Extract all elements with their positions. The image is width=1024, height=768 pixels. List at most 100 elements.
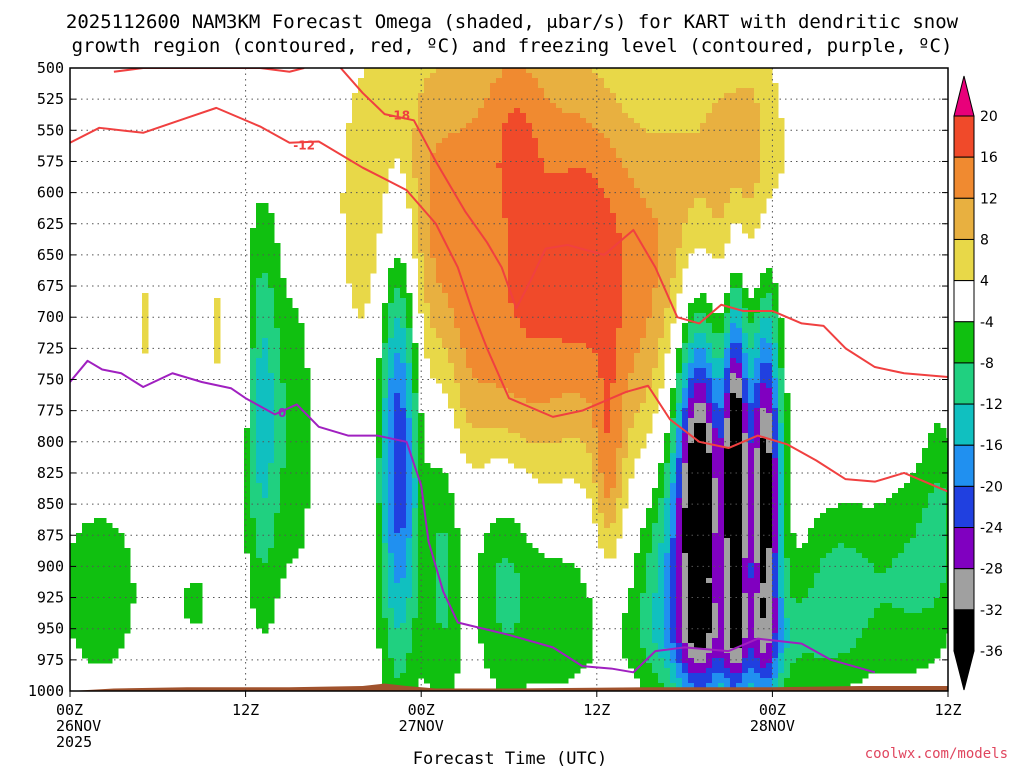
omega-cell bbox=[478, 298, 485, 304]
omega-cell bbox=[496, 273, 503, 279]
omega-cell bbox=[538, 368, 545, 374]
omega-cell bbox=[706, 383, 713, 389]
omega-cell bbox=[484, 368, 491, 374]
omega-cell bbox=[358, 248, 365, 254]
omega-cell bbox=[358, 143, 365, 149]
omega-cell bbox=[346, 208, 353, 214]
omega-cell bbox=[574, 183, 581, 189]
omega-cell bbox=[436, 68, 443, 74]
omega-cell bbox=[736, 188, 743, 194]
omega-cell bbox=[454, 83, 461, 89]
omega-cell bbox=[280, 313, 287, 319]
omega-cell bbox=[352, 193, 359, 199]
omega-cell bbox=[484, 173, 491, 179]
omega-cell bbox=[370, 158, 377, 164]
omega-cell bbox=[568, 198, 575, 204]
omega-cell bbox=[580, 183, 587, 189]
omega-cell bbox=[412, 163, 419, 169]
omega-cell bbox=[256, 328, 263, 334]
omega-cell bbox=[778, 423, 785, 429]
omega-cell bbox=[580, 253, 587, 259]
omega-cell bbox=[694, 343, 701, 349]
omega-cell bbox=[670, 268, 677, 274]
omega-cell bbox=[256, 228, 263, 234]
omega-cell bbox=[424, 183, 431, 189]
omega-cell bbox=[664, 233, 671, 239]
omega-cell bbox=[436, 138, 443, 144]
omega-cell bbox=[280, 413, 287, 419]
omega-cell bbox=[538, 178, 545, 184]
omega-cell bbox=[556, 283, 563, 289]
omega-cell bbox=[400, 148, 407, 154]
omega-cell bbox=[628, 133, 635, 139]
omega-cell bbox=[526, 378, 533, 384]
omega-cell bbox=[478, 328, 485, 334]
omega-cell bbox=[460, 323, 467, 329]
omega-cell bbox=[514, 393, 521, 399]
omega-cell bbox=[478, 113, 485, 119]
omega-cell bbox=[598, 218, 605, 224]
omega-cell bbox=[472, 323, 479, 329]
omega-cell bbox=[670, 263, 677, 269]
omega-cell bbox=[394, 263, 401, 269]
omega-cell bbox=[550, 423, 557, 429]
omega-cell bbox=[478, 398, 485, 404]
omega-cell bbox=[406, 378, 413, 384]
omega-cell bbox=[496, 93, 503, 99]
omega-cell bbox=[484, 378, 491, 384]
omega-cell bbox=[742, 423, 749, 429]
omega-cell bbox=[346, 248, 353, 254]
omega-cell bbox=[382, 93, 389, 99]
omega-cell bbox=[256, 378, 263, 384]
omega-cell bbox=[382, 98, 389, 104]
omega-cell bbox=[568, 298, 575, 304]
omega-cell bbox=[712, 423, 719, 429]
omega-cell bbox=[676, 143, 683, 149]
omega-cell bbox=[406, 393, 413, 399]
omega-cell bbox=[526, 268, 533, 274]
omega-cell bbox=[580, 318, 587, 324]
omega-cell bbox=[472, 358, 479, 364]
omega-cell bbox=[370, 98, 377, 104]
omega-cell bbox=[454, 163, 461, 169]
omega-cell bbox=[724, 133, 731, 139]
omega-cell bbox=[484, 83, 491, 89]
omega-cell bbox=[298, 413, 305, 419]
omega-cell bbox=[622, 333, 629, 339]
omega-cell bbox=[370, 143, 377, 149]
omega-cell bbox=[586, 298, 593, 304]
omega-cell bbox=[616, 348, 623, 354]
omega-cell bbox=[574, 423, 581, 429]
omega-cell bbox=[622, 108, 629, 114]
omega-cell bbox=[538, 283, 545, 289]
omega-cell bbox=[526, 78, 533, 84]
omega-cell bbox=[472, 283, 479, 289]
omega-cell bbox=[550, 178, 557, 184]
omega-cell bbox=[370, 133, 377, 139]
omega-cell bbox=[532, 103, 539, 109]
omega-cell bbox=[478, 423, 485, 429]
omega-cell bbox=[676, 138, 683, 144]
omega-cell bbox=[778, 158, 785, 164]
omega-cell bbox=[262, 258, 269, 264]
omega-cell bbox=[508, 253, 515, 259]
omega-cell bbox=[400, 93, 407, 99]
omega-cell bbox=[544, 78, 551, 84]
omega-cell bbox=[382, 73, 389, 79]
omega-cell bbox=[496, 318, 503, 324]
omega-cell bbox=[460, 233, 467, 239]
omega-cell bbox=[556, 98, 563, 104]
omega-cell bbox=[274, 283, 281, 289]
omega-cell bbox=[394, 138, 401, 144]
omega-cell bbox=[646, 103, 653, 109]
omega-cell bbox=[382, 133, 389, 139]
omega-cell bbox=[610, 158, 617, 164]
omega-cell bbox=[658, 338, 665, 344]
omega-cell bbox=[592, 388, 599, 394]
omega-cell bbox=[412, 378, 419, 384]
omega-cell bbox=[544, 423, 551, 429]
omega-cell bbox=[718, 178, 725, 184]
omega-cell bbox=[424, 68, 431, 74]
omega-cell bbox=[490, 283, 497, 289]
omega-cell bbox=[472, 103, 479, 109]
